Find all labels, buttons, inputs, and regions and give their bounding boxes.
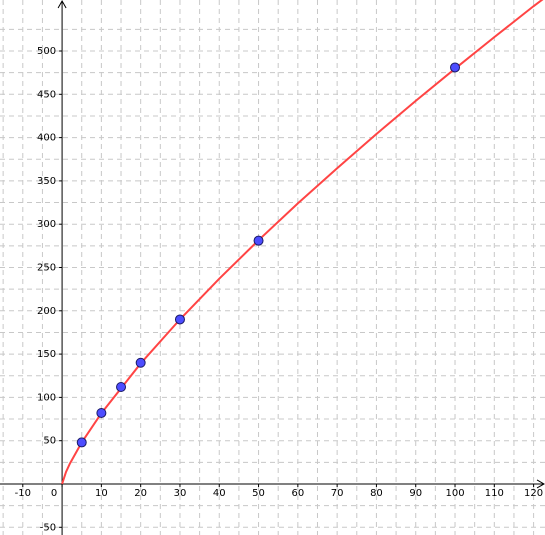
x-tick-label: 10: [95, 488, 108, 499]
point: [135, 357, 146, 368]
x-tick-label: 120: [524, 488, 543, 499]
point: [450, 62, 461, 73]
point: [174, 314, 185, 325]
y-tick-label: 250: [37, 263, 56, 274]
x-tick-label: 0: [51, 488, 57, 499]
x-tick-label: -10: [15, 488, 31, 499]
y-tick-label: 300: [37, 219, 56, 230]
y-tick-label: -50: [40, 522, 56, 533]
x-tick-label: 90: [409, 488, 422, 499]
x-tick-label: 30: [174, 488, 187, 499]
y-tick-label: 50: [43, 436, 56, 447]
x-tick-label: 60: [291, 488, 304, 499]
point: [76, 437, 87, 448]
x-tick-label: 40: [213, 488, 226, 499]
y-tick-label: 200: [37, 306, 56, 317]
x-tick-label: 50: [252, 488, 265, 499]
point: [116, 382, 127, 393]
y-axis-arrow: [57, 0, 67, 9]
x-tick-label: 70: [331, 488, 344, 499]
x-tick-label: 80: [370, 488, 383, 499]
y-tick-label: 400: [37, 133, 56, 144]
point: [96, 407, 107, 418]
y-tick-label: 100: [37, 392, 56, 403]
x-axis-arrow: [536, 479, 545, 489]
y-tick-label: 450: [37, 89, 56, 100]
y-tick-label: 350: [37, 176, 56, 187]
y-tick-label: 500: [37, 46, 56, 57]
x-tick-label: 100: [445, 488, 464, 499]
y-tick-label: 150: [37, 349, 56, 360]
x-tick-label: 110: [485, 488, 504, 499]
point: [253, 235, 264, 246]
x-tick-label: 20: [134, 488, 147, 499]
